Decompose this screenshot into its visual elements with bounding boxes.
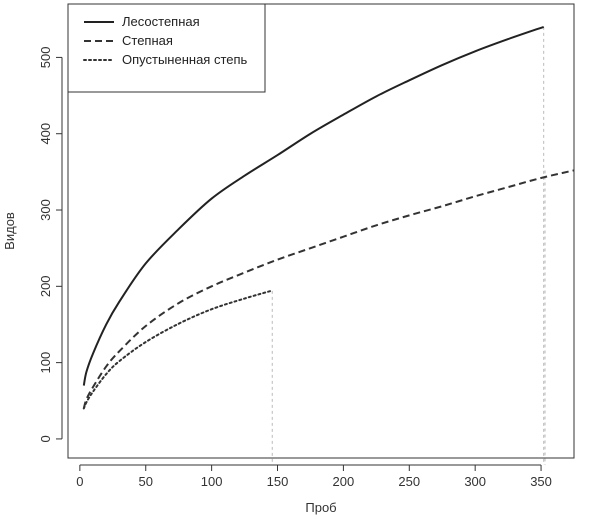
legend-box — [67, 3, 266, 93]
y-axis-title: Видов — [2, 212, 17, 250]
x-tick-label: 350 — [530, 474, 552, 489]
x-tick-label: 200 — [333, 474, 355, 489]
x-tick-label: 150 — [267, 474, 289, 489]
x-tick-label: 0 — [76, 474, 83, 489]
x-tick-label: 50 — [139, 474, 153, 489]
y-axis: 0 100 200 300 400 500 — [38, 47, 63, 443]
legend-label: Степная — [122, 33, 173, 48]
x-axis: 0 50 100 150 200 250 300 350 — [76, 464, 552, 489]
x-tick-label: 250 — [398, 474, 420, 489]
y-tick-label: 100 — [38, 352, 53, 374]
y-tick-label: 200 — [38, 275, 53, 297]
end-marker-lines — [271, 26, 546, 465]
series-lines — [82, 25, 574, 410]
plot-frame — [67, 3, 575, 459]
series-line-2 — [82, 169, 574, 409]
y-tick-label: 400 — [38, 123, 53, 145]
x-axis-title: Проб — [305, 500, 336, 515]
legend-label: Опустыненная степь — [122, 52, 248, 67]
legend-label: Лесостепная — [122, 14, 200, 29]
x-tick-label: 100 — [201, 474, 223, 489]
x-tick-label: 300 — [464, 474, 486, 489]
y-tick-label: 500 — [38, 47, 53, 69]
series-line-3 — [82, 289, 272, 410]
series-line-1 — [82, 25, 545, 386]
legend: Лесостепная Степная Опустыненная степь — [67, 3, 266, 93]
y-tick-label: 0 — [38, 435, 53, 442]
y-tick-label: 300 — [38, 199, 53, 221]
